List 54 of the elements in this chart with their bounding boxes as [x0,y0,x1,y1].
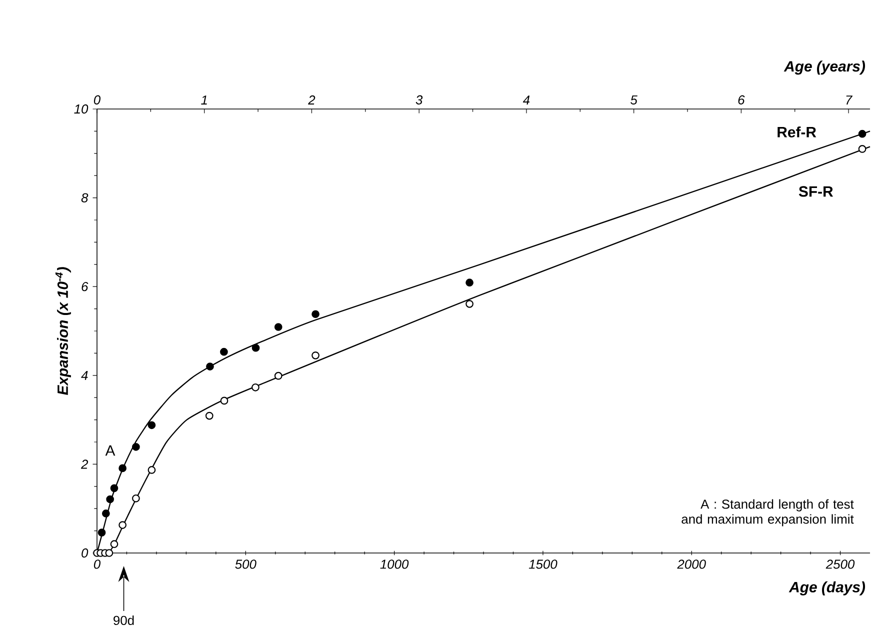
point [110,540,118,548]
x-tick-label: 500 [235,560,256,569]
x-tick-label: 2000 [677,560,706,569]
point [220,396,228,405]
y-tick-label: 6 [82,282,88,292]
point [106,495,114,504]
point [466,278,474,287]
y-tick-label: 0 [82,548,88,558]
x2-axis-title: Age (years) [784,60,866,75]
x2-tick-label: 5 [630,95,638,104]
annotation: A : Standard length of test and maximum expansion limit [682,499,854,526]
point [148,421,156,430]
point [148,466,156,474]
point [206,362,214,370]
point [274,323,282,331]
point [312,310,320,318]
x2-tick-label: 6 [738,95,745,104]
x2-tick-label: 7 [846,96,853,104]
point [105,549,114,557]
x-tick-label: 2500 [826,560,855,569]
x2-tick-label: 0 [94,95,100,104]
y-axis-title: Expansion (x 10$^{-4}$) [55,267,71,396]
point [466,300,474,308]
point [98,528,106,537]
point [274,372,282,380]
point [858,145,866,153]
x-tick-label: 1000 [380,560,409,569]
x2-tick-label: 3 [416,95,423,104]
x2-tick-label: 2 [308,95,316,104]
annotation: A [105,445,116,456]
point [118,464,127,472]
x-axis-title: Age (days) [788,581,866,596]
point [132,442,140,451]
point [132,494,140,502]
series-label: Ref-R [778,126,816,138]
x2-tick-label: 4 [522,96,530,104]
series-label: SF-R [798,186,834,197]
y-tick-label: 2 [80,460,88,469]
point [858,130,866,138]
y-tick-label: 8 [81,193,88,202]
point [118,521,127,529]
y-tick-label: 4 [81,370,88,380]
y-tick-label: 10 [74,104,88,114]
x2-tick-label: 1 [201,96,207,104]
point [252,383,260,392]
point [110,484,118,492]
text: 90d [114,616,134,626]
x-tick-label: 1500 [528,560,558,569]
point [102,510,110,518]
point [252,344,260,352]
point [312,351,320,360]
x-tick-label: 0 [94,560,100,569]
point [205,412,214,420]
point [220,348,228,356]
